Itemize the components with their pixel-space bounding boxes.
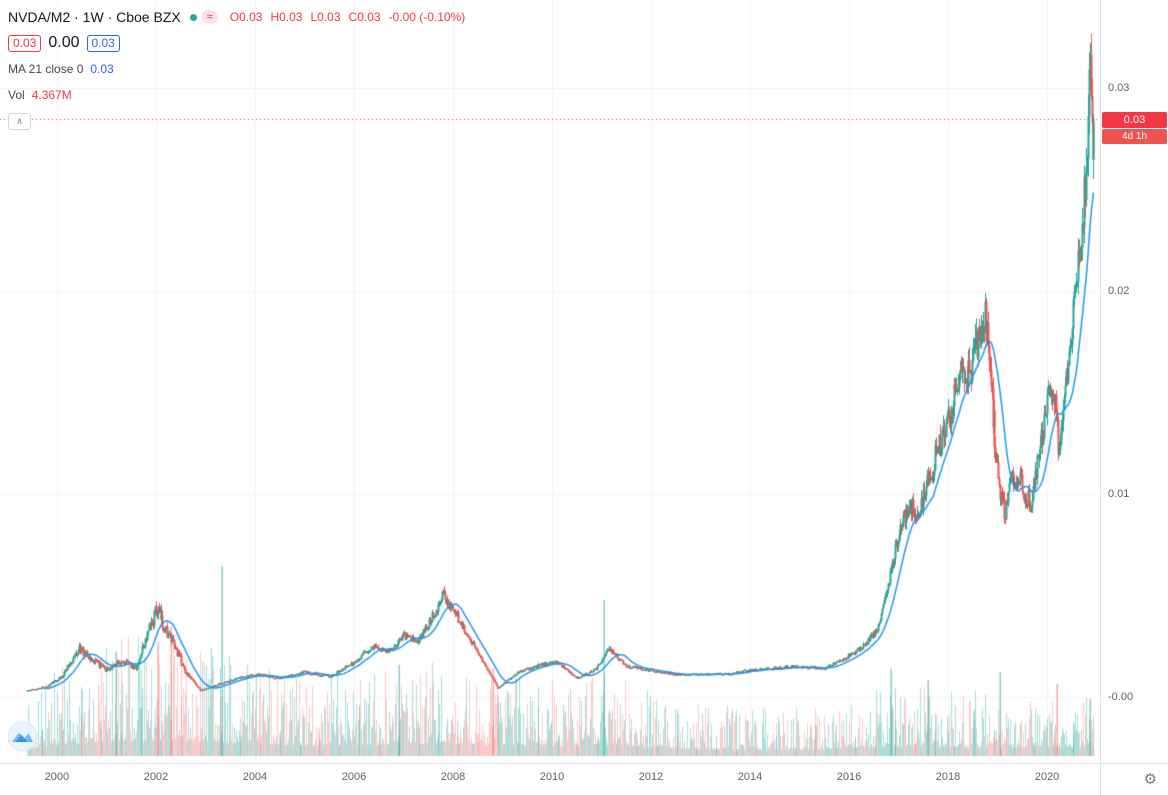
time-tick-label: 2004 xyxy=(242,771,268,783)
time-tick-label: 2006 xyxy=(341,771,367,783)
legend-collapse-row: ∧ xyxy=(8,112,465,130)
bar-countdown-badge: 4d 1h xyxy=(1102,128,1167,144)
time-axis[interactable]: 2000 2002 2004 2006 2008 2010 2012 2014 2016 2018… xyxy=(0,763,1100,795)
tradingview-logo[interactable] xyxy=(7,721,38,752)
collapse-legend-button[interactable]: ∧ xyxy=(8,112,31,130)
volume-indicator-row: Vol 4.367M xyxy=(8,86,465,104)
volume-indicator-label[interactable]: Vol xyxy=(8,88,25,102)
ohlc-readout: O0.03 H0.03 L0.03 C0.03 -0.00 (-0.10%) xyxy=(230,10,466,24)
sell-price-button[interactable]: 0.03 xyxy=(8,34,42,52)
time-tick-label: 2002 xyxy=(143,771,169,783)
ohlc-open: O0.03 xyxy=(229,10,263,24)
settings-gear-icon[interactable]: ⚙ xyxy=(1143,771,1157,788)
change-readout: -0.00 (-0.10%) xyxy=(388,10,466,24)
price-tick-label: 0.03 xyxy=(1108,82,1130,95)
time-tick-label: 2016 xyxy=(836,771,862,783)
buy-price-button[interactable]: 0.03 xyxy=(86,34,120,52)
time-tick-label: 2000 xyxy=(44,771,70,783)
price-chart-canvas[interactable] xyxy=(0,0,1100,763)
chevron-up-icon: ∧ xyxy=(16,115,23,126)
spread-value: 0.00 xyxy=(48,34,80,51)
ohlc-low: L0.03 xyxy=(310,10,341,24)
ma-indicator-value: 0.03 xyxy=(90,62,114,76)
price-tick-label: -0.00 xyxy=(1108,690,1134,703)
ohlc-close: C0.03 xyxy=(348,10,381,24)
time-tick-label: 2020 xyxy=(1034,771,1060,783)
time-tick-label: 2018 xyxy=(935,771,961,783)
ma-indicator-label[interactable]: MA 21 close 0 xyxy=(8,62,84,76)
chart-legend: NVDA/M2 · 1W · Cboe BZX ≈ O0.03 H0.03 L0… xyxy=(8,8,465,138)
symbol-title[interactable]: NVDA/M2 · 1W · Cboe BZX xyxy=(8,9,181,25)
ma-indicator-row: MA 21 close 0 0.03 xyxy=(8,60,465,78)
volume-indicator-value: 4.367M xyxy=(31,88,72,102)
time-tick-label: 2008 xyxy=(440,771,466,783)
price-tick-label: 0.01 xyxy=(1108,487,1130,500)
symbol-row: NVDA/M2 · 1W · Cboe BZX ≈ O0.03 H0.03 L0… xyxy=(8,8,465,26)
last-price-badge: 0.03 xyxy=(1102,111,1167,128)
approximate-data-icon[interactable]: ≈ xyxy=(201,10,218,24)
price-axis[interactable]: 0.03 0.02 0.01 -0.00 0.03 4d 1h xyxy=(1100,0,1168,763)
time-tick-label: 2010 xyxy=(539,771,565,783)
market-status-dot-icon xyxy=(189,13,197,21)
price-tick-label: 0.02 xyxy=(1108,285,1130,298)
ohlc-high: H0.03 xyxy=(270,10,303,24)
mountains-logo-icon xyxy=(7,721,38,752)
time-tick-label: 2014 xyxy=(737,771,763,783)
buy-sell-row: 0.03 0.00 0.03 xyxy=(8,34,465,52)
axis-corner: ⚙ xyxy=(1100,763,1168,795)
time-tick-label: 2012 xyxy=(638,771,664,783)
